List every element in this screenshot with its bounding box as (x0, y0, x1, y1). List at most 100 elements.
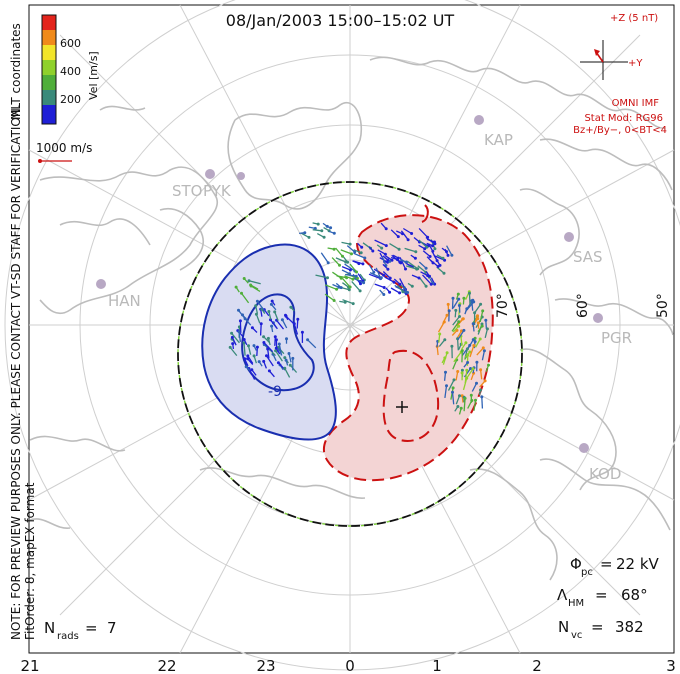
velocity-vector-origin (386, 258, 390, 262)
velocity-vector (446, 245, 453, 256)
map-statistics: Φ pc = 22 kV Λ HM = 68° N vc = 382 N rad… (44, 555, 660, 642)
velocity-vector-origin (252, 344, 256, 348)
velocity-vector-origin (244, 365, 248, 369)
velocity-vector (390, 229, 399, 238)
velocity-vector-origin (438, 332, 442, 336)
velocity-vector-origin (348, 268, 352, 272)
velocity-vector (336, 275, 347, 279)
hm-boundary (177, 181, 523, 527)
velocity-vector (247, 345, 252, 355)
velocity-vector (400, 230, 409, 241)
velocity-vector (390, 287, 400, 294)
velocity-vector-origin (485, 327, 489, 331)
velocity-vector-origin (452, 378, 456, 382)
velocity-vector-origin (270, 324, 274, 328)
velocity-vector-origin (247, 279, 251, 283)
station-marker-pyk: PYK (203, 172, 245, 200)
velocity-vector-origin (313, 226, 317, 230)
velocity-vector (248, 280, 261, 285)
color-bar-tick-600: 600 (60, 37, 81, 50)
coordinate-grid (4, 0, 680, 671)
velocity-vector-origin (351, 302, 355, 306)
velocity-vector-origin (460, 349, 464, 353)
velocity-vector-origin (237, 308, 240, 312)
velocity-vector (335, 247, 343, 257)
velocity-vector (335, 257, 346, 263)
velocity-vector-origin (478, 337, 482, 341)
velocity-color-bar: 600 400 200 Vel [m/s] (41, 14, 100, 125)
imf-dial: +Z (5 nT) +Y OMNI IMF Stat Mod: RG96 Bz+… (573, 13, 667, 136)
velocity-vector-origin (259, 322, 263, 326)
velocity-vector-origin (451, 386, 455, 390)
velocity-vector-origin (457, 297, 461, 301)
phi-pc-value: 22 kV (616, 555, 660, 573)
velocity-vector-origin (465, 307, 469, 311)
velocity-vector-origin (276, 361, 280, 365)
velocity-vector-origin (338, 263, 341, 267)
lambda-hm-equals: = (595, 586, 608, 604)
velocity-vector (353, 277, 364, 284)
imf-condition-label: Bz+/By−, 0<BT<4 (573, 125, 667, 136)
velocity-vector-origin (320, 229, 324, 233)
velocity-vector-origin (288, 363, 292, 367)
velocity-vector-origin (476, 314, 479, 318)
velocity-vector-origin (234, 285, 238, 289)
velocity-vector (399, 257, 407, 270)
velocity-vector (275, 350, 283, 362)
velocity-vector (407, 260, 419, 270)
velocity-vector-origin (242, 338, 246, 341)
velocity-vector (384, 276, 395, 283)
velocity-vector-origin (242, 277, 246, 280)
velocity-vector (353, 252, 366, 259)
velocity-vector (374, 283, 385, 289)
velocity-vector (288, 353, 292, 363)
n-rads-symbol: N (44, 619, 55, 637)
velocity-vector (312, 229, 322, 232)
velocity-vector (381, 256, 387, 266)
velocity-vector (456, 338, 459, 351)
velocity-vector (346, 245, 356, 253)
velocity-vector-origin (405, 260, 408, 264)
velocity-vector-origin (470, 399, 474, 402)
velocity-vector-origin (283, 356, 287, 360)
velocity-vector (451, 392, 455, 405)
velocity-vector (259, 323, 262, 336)
negative-contour-inner (241, 293, 315, 392)
velocity-vector (418, 239, 428, 248)
station-label-kap: KAP (484, 131, 513, 149)
velocity-vector-origin (456, 405, 460, 408)
velocity-vector-origin (274, 338, 278, 342)
velocity-vector (433, 254, 441, 266)
hm-boundary-green (177, 181, 523, 527)
station-label-pgr: PGR (601, 329, 632, 347)
velocity-vector-origin (243, 357, 247, 361)
color-bar-tick-200: 200 (60, 93, 81, 106)
velocity-vector (289, 364, 298, 373)
n-rads-subscript: rads (57, 631, 79, 642)
velocity-vector (344, 263, 356, 272)
velocity-vector (307, 339, 317, 349)
velocity-vector (373, 268, 385, 276)
phi-pc-subscript: pc (581, 567, 593, 578)
velocity-vector (293, 323, 299, 335)
velocity-vector-origin (242, 341, 246, 345)
velocity-vector-origin (466, 353, 470, 357)
velocity-vector-origin (230, 335, 234, 339)
velocity-vector-origin (451, 296, 455, 300)
velocity-vector (240, 292, 250, 304)
velocity-vector-origin (267, 310, 271, 313)
velocity-vector (464, 370, 468, 384)
velocity-vector-origin (461, 317, 465, 321)
velocity-vector-origin (252, 354, 256, 358)
map-frame (28, 4, 675, 654)
velocity-vector (324, 293, 335, 302)
velocity-vector-origin (267, 369, 271, 373)
velocity-vector (265, 355, 274, 367)
velocity-vector-origin (445, 313, 449, 317)
velocity-vector (296, 319, 299, 329)
velocity-vector-origin (277, 342, 281, 346)
velocity-vector (450, 387, 454, 400)
velocity-vector-origin (424, 284, 428, 288)
velocity-vector-origin (296, 317, 300, 321)
